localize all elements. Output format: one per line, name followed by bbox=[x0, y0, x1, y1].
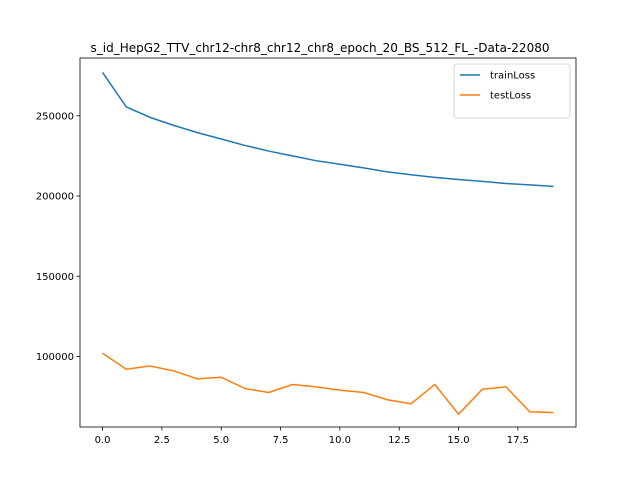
series-line-testLoss bbox=[102, 352, 554, 415]
y-axis: 100000 150000 200000 250000 bbox=[36, 111, 80, 363]
x-tick-label: 12.5 bbox=[388, 435, 410, 446]
y-tick-label: 100000 bbox=[36, 352, 74, 363]
x-tick-label: 15.0 bbox=[447, 435, 469, 446]
x-tick-label: 2.5 bbox=[154, 435, 170, 446]
legend-box bbox=[453, 63, 571, 119]
x-tick-label: 5.0 bbox=[213, 435, 229, 446]
plot-area bbox=[79, 57, 577, 428]
x-tick-label: 17.5 bbox=[507, 435, 529, 446]
chart-title: s_id_HepG2_TTV_chr12-chr8_chr12_chr8_epo… bbox=[91, 41, 550, 55]
y-tick-label: 150000 bbox=[36, 272, 74, 283]
plot-frame bbox=[79, 57, 577, 428]
y-tick-label: 250000 bbox=[36, 111, 74, 122]
series-layer bbox=[101, 72, 554, 415]
series-line-trainLoss bbox=[101, 72, 554, 188]
x-axis: 0.0 2.5 5.0 7.5 10.0 12.5 15.0 17.5 bbox=[95, 427, 529, 446]
x-tick-label: 0.0 bbox=[95, 435, 111, 446]
legend-label-trainLoss: trainLoss bbox=[490, 71, 535, 82]
y-tick-label: 200000 bbox=[36, 192, 74, 203]
x-tick-label: 7.5 bbox=[273, 435, 289, 446]
x-tick-label: 10.0 bbox=[329, 435, 351, 446]
legend-label-testLoss: testLoss bbox=[490, 91, 531, 102]
legend: trainLoss testLoss bbox=[453, 63, 571, 119]
